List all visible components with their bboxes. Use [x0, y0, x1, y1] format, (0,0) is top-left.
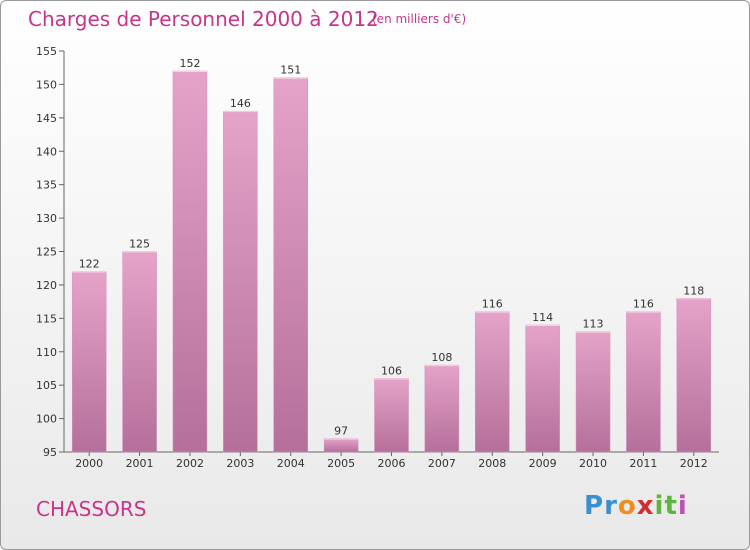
- bar-value-label: 108: [431, 351, 452, 364]
- x-tick-label: 2012: [680, 457, 708, 470]
- y-tick-label: 110: [36, 346, 57, 359]
- y-tick-label: 95: [43, 446, 57, 459]
- bar: [71, 271, 107, 453]
- bar-value-label: 122: [79, 258, 100, 271]
- bar: [273, 77, 308, 453]
- bar-value-label: 106: [381, 364, 402, 377]
- x-tick-label: 2011: [629, 457, 657, 470]
- bar: [323, 438, 359, 453]
- logo-letter: P: [584, 491, 605, 521]
- logo-letter: i: [654, 491, 665, 521]
- bar-value-label: 125: [129, 238, 150, 251]
- y-tick-label: 135: [36, 179, 57, 192]
- bar: [525, 324, 560, 453]
- y-tick-label: 130: [36, 212, 57, 225]
- bar: [374, 378, 409, 453]
- y-tick-label: 155: [36, 45, 57, 58]
- bar-value-label: 151: [280, 64, 301, 77]
- y-tick-label: 140: [36, 145, 57, 158]
- bar-value-label: 113: [583, 318, 604, 331]
- bar-value-label: 97: [334, 425, 348, 438]
- y-tick-label: 100: [36, 413, 57, 426]
- x-tick-label: 2010: [579, 457, 607, 470]
- x-tick-label: 2001: [126, 457, 154, 470]
- bar-value-label: 118: [683, 284, 704, 297]
- x-tick-label: 2002: [176, 457, 204, 470]
- bar: [424, 364, 460, 453]
- x-tick-label: 2009: [529, 457, 557, 470]
- y-tick-label: 120: [36, 279, 57, 292]
- bar: [575, 331, 611, 453]
- logo-letter: i: [677, 491, 688, 521]
- x-tick-label: 2007: [428, 457, 456, 470]
- y-tick-label: 115: [36, 312, 57, 325]
- logo-letter: x: [636, 491, 655, 521]
- logo-letter: r: [604, 491, 618, 521]
- logo-letter: o: [617, 491, 637, 521]
- bar: [122, 251, 157, 453]
- bar: [475, 311, 510, 453]
- bar: [626, 311, 661, 453]
- bar: [223, 110, 258, 453]
- bar-value-label: 116: [633, 298, 654, 311]
- x-tick-label: 2000: [75, 457, 103, 470]
- bar-value-label: 114: [532, 311, 553, 324]
- x-tick-label: 2005: [327, 457, 355, 470]
- proxiti-logo: Proxiti: [584, 491, 688, 521]
- x-tick-label: 2004: [277, 457, 305, 470]
- bar: [172, 70, 208, 453]
- bar-value-label: 146: [230, 97, 251, 110]
- chart-title: Charges de Personnel 2000 à 2012: [28, 7, 379, 31]
- y-tick-label: 105: [36, 379, 57, 392]
- commune-name: CHASSORS: [36, 497, 147, 521]
- bar: [676, 298, 712, 453]
- bar-value-label: 152: [179, 57, 200, 70]
- chart-subtitle: (en milliers d'€): [372, 12, 467, 26]
- bar-value-label: 116: [482, 298, 503, 311]
- y-tick-label: 125: [36, 246, 57, 259]
- x-tick-label: 2008: [478, 457, 506, 470]
- logo-letter: t: [664, 491, 678, 521]
- y-tick-label: 145: [36, 112, 57, 125]
- x-tick-label: 2003: [226, 457, 254, 470]
- y-tick-label: 150: [36, 78, 57, 91]
- x-tick-label: 2006: [378, 457, 406, 470]
